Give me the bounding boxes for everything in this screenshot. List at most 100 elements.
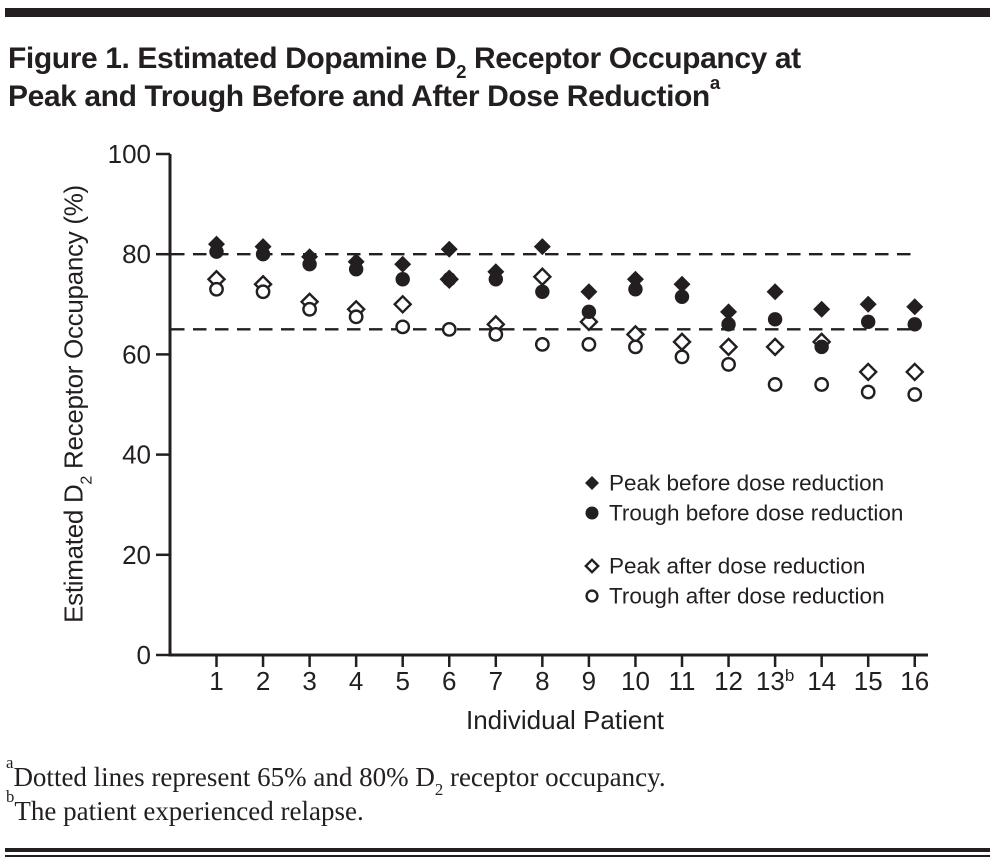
peak-before-dose-reduction-marker-patient-3	[301, 248, 319, 266]
trough-after-dose-reduction-marker-patient-6	[441, 321, 457, 337]
x-tick-label-1: 1	[209, 666, 223, 696]
footnote-a: aDotted lines represent 65% and 80% D2 r…	[6, 753, 666, 800]
y-tick-label-40: 40	[122, 440, 151, 470]
trough-after-dose-reduction-marker-patient-16	[907, 387, 923, 402]
legend-peak-after-dose-reduction-icon	[584, 558, 600, 574]
x-tick-label-11: 11	[669, 666, 696, 696]
trough-before-dose-reduction-marker-patient-9	[581, 304, 597, 320]
trough-before-dose-reduction-marker-patient-5	[395, 272, 410, 287]
d2-subscript: 2	[77, 475, 96, 485]
peak-before-dose-reduction-marker-patient-9	[580, 283, 598, 301]
x-tick-label-14: 14	[807, 666, 836, 696]
peak-before-dose-reduction-marker-patient-11	[673, 275, 691, 293]
x-tick-label-4: 4	[349, 666, 363, 696]
legend-trough-before-dose-reduction-icon	[585, 506, 599, 520]
trough-before-dose-reduction-marker-patient-15	[861, 314, 876, 330]
footnote-a-marker: a	[6, 753, 14, 773]
y-tick-label-20: 20	[122, 540, 151, 570]
peak-before-dose-reduction-marker-patient-10	[626, 270, 644, 288]
trough-after-dose-reduction-marker-patient-13	[767, 377, 783, 392]
x-tick-label-10: 10	[621, 666, 650, 696]
chart-area: 0 20 40 60 80 100 1 2 3 4 5 6 7 8 9 10 11 12 13b 14 15 16 Indi…	[0, 130, 995, 750]
d2-subscript: 2	[434, 780, 444, 800]
x-tick-label-15: 15	[854, 666, 883, 696]
peak-before-dose-reduction-marker-patient-12	[720, 303, 738, 321]
figure-title: Figure 1. Estimated Dopamine D2 Receptor…	[8, 40, 968, 116]
legend-item-peak-after-dose-reduction: Peak after dose reduction	[609, 554, 865, 579]
trough-before-dose-reduction-marker-patient-12	[721, 317, 736, 332]
y-axis-title: Estimated D2 Receptor Occupancy (%)	[58, 185, 96, 623]
trough-after-dose-reduction-marker-patient-8	[534, 336, 550, 352]
trough-after-dose-reduction-marker-patient-7	[488, 326, 504, 342]
y-tick-label-100: 100	[108, 139, 151, 169]
bottom-rule-thick	[5, 848, 990, 852]
x-tick-label-13: 13b	[756, 666, 794, 696]
legend-item-peak-before-dose-reduction: Peak before dose reduction	[609, 471, 884, 496]
x-tick-label-2: 2	[256, 666, 270, 696]
peak-after-dose-reduction-marker-patient-5	[393, 294, 413, 314]
peak-before-dose-reduction-marker-patient-2	[254, 238, 272, 256]
peak-before-dose-reduction-marker-patient-13	[766, 283, 784, 301]
x-tick-label-8: 8	[535, 666, 549, 696]
trough-after-dose-reduction-marker-patient-2	[255, 284, 271, 300]
trough-before-dose-reduction-marker-patient-6	[442, 272, 457, 287]
trough-before-dose-reduction-marker-patient-8	[535, 284, 550, 299]
trough-after-dose-reduction-marker-patient-5	[395, 319, 411, 335]
trough-before-dose-reduction-marker-patient-13	[767, 312, 783, 327]
peak-after-dose-reduction-marker-patient-12	[718, 337, 739, 357]
peak-before-dose-reduction-marker-patient-4	[347, 253, 365, 271]
x-tick-label-16: 16	[900, 666, 929, 696]
legend-item-trough-after-dose-reduction: Trough after dose reduction	[609, 584, 885, 609]
peak-before-dose-reduction-marker-patient-16	[906, 298, 924, 316]
trough-before-dose-reduction-marker-patient-11	[674, 289, 690, 304]
trough-after-dose-reduction-marker-patient-3	[302, 301, 317, 317]
footnotes: aDotted lines represent 65% and 80% D2 r…	[6, 753, 986, 828]
peak-after-dose-reduction-marker-patient-13	[765, 337, 785, 357]
title-line2: Peak and Trough Before and After Dose Re…	[8, 71, 720, 114]
peak-before-dose-reduction-marker-patient-5	[394, 255, 412, 273]
d2-subscript: 2	[456, 61, 467, 83]
x-tick-label-6: 6	[442, 666, 456, 696]
legend-item-trough-before-dose-reduction: Trough before dose reduction	[609, 501, 903, 526]
footnote-b: bThe patient experienced relapse.	[6, 787, 364, 826]
peak-before-dose-reduction-marker-patient-1	[208, 235, 225, 253]
trough-after-dose-reduction-marker-patient-4	[348, 309, 364, 325]
trough-after-dose-reduction-marker-patient-9	[581, 336, 597, 352]
peak-after-dose-reduction-marker-patient-11	[672, 332, 692, 352]
footnote-b-reference: b	[785, 666, 794, 685]
title-line1: Figure 1. Estimated Dopamine D2 Receptor…	[8, 42, 801, 83]
x-tick-label-5: 5	[395, 666, 409, 696]
trough-after-dose-reduction-marker-patient-12	[721, 357, 736, 372]
x-tick-label-3: 3	[302, 666, 316, 696]
trough-after-dose-reduction-marker-patient-14	[814, 377, 830, 392]
trough-after-dose-reduction-marker-patient-1	[209, 281, 224, 297]
peak-after-dose-reduction-marker-patient-9	[579, 312, 599, 332]
trough-after-dose-reduction-marker-patient-15	[860, 384, 876, 400]
trough-after-dose-reduction-marker-patient-10	[628, 339, 643, 355]
trough-after-dose-reduction-marker-patient-11	[674, 349, 690, 365]
x-axis-title: Individual Patient	[466, 705, 665, 735]
legend-peak-before-dose-reduction-icon	[585, 476, 599, 490]
peak-before-dose-reduction-marker-patient-6	[440, 240, 458, 258]
legend-trough-after-dose-reduction-icon	[585, 589, 599, 603]
y-tick-label-80: 80	[122, 239, 151, 269]
trough-before-dose-reduction-marker-patient-10	[628, 282, 643, 297]
x-tick-label-12: 12	[714, 666, 743, 696]
trough-before-dose-reduction-marker-patient-14	[814, 339, 829, 355]
peak-after-dose-reduction-marker-patient-15	[858, 362, 878, 382]
peak-after-dose-reduction-marker-patient-16	[905, 362, 925, 382]
y-tick-label-0: 0	[137, 640, 151, 670]
x-tick-label-7: 7	[489, 666, 503, 696]
x-tick-label-9: 9	[582, 666, 596, 696]
peak-before-dose-reduction-marker-patient-14	[813, 300, 831, 318]
peak-after-dose-reduction-marker-patient-8	[532, 267, 553, 287]
peak-before-dose-reduction-marker-patient-15	[859, 295, 877, 313]
footnote-b-marker: b	[6, 787, 15, 807]
footnote-a-reference: a	[709, 71, 720, 93]
peak-before-dose-reduction-marker-patient-7	[487, 263, 505, 281]
peak-before-dose-reduction-marker-patient-8	[533, 238, 551, 256]
bottom-rule-thin	[5, 855, 990, 857]
top-rule	[5, 8, 990, 17]
